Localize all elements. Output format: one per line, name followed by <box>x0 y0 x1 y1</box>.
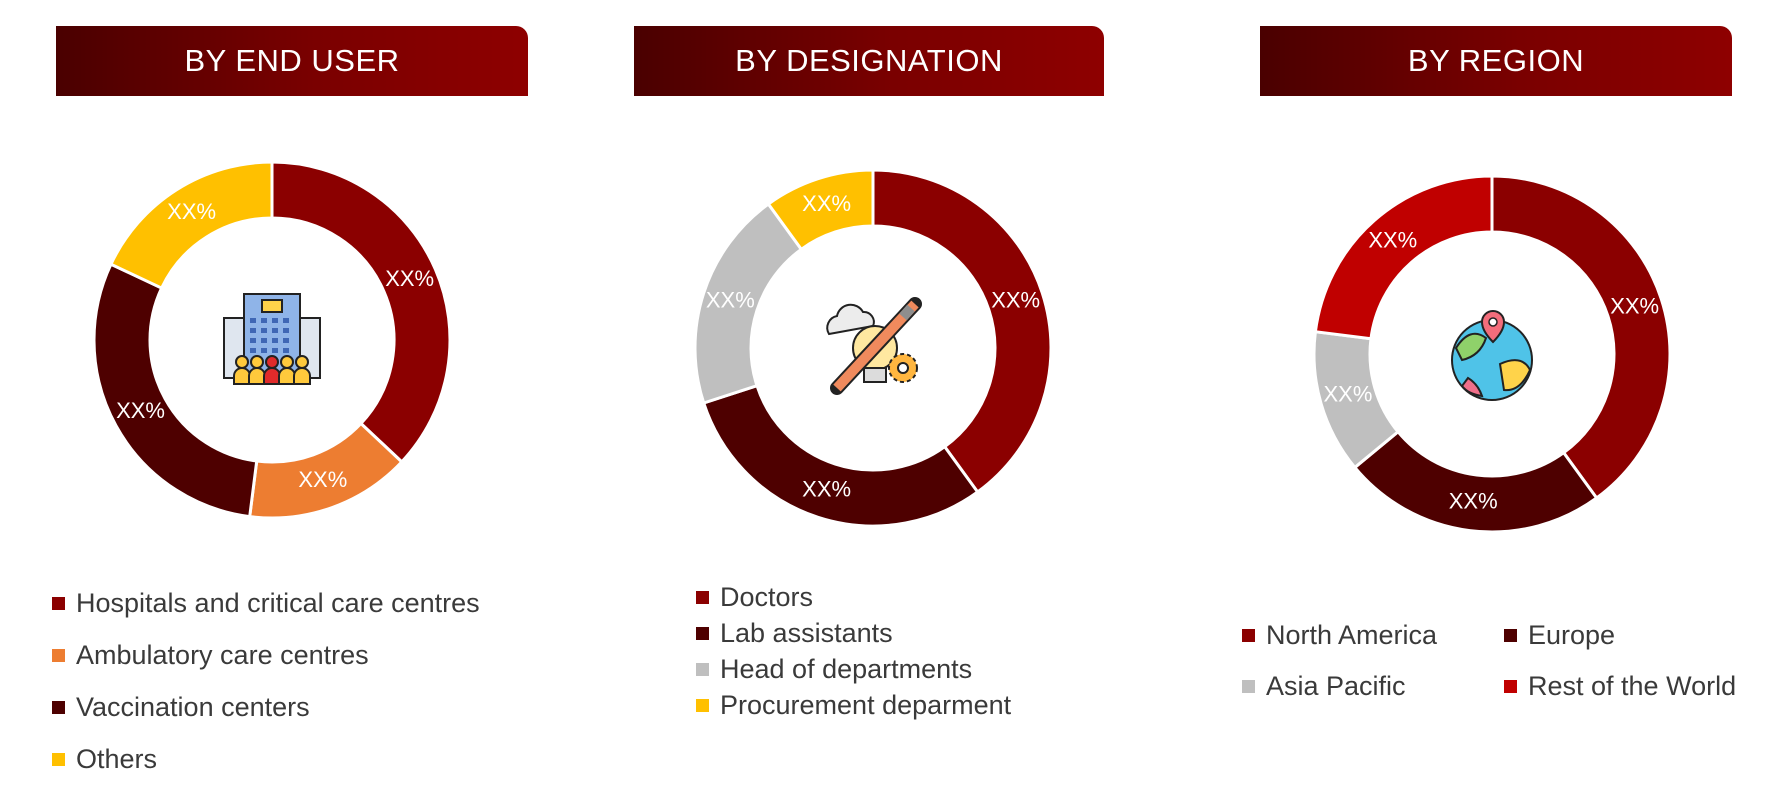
legend-label: Rest of the World <box>1528 671 1737 701</box>
end-user-title: BY END USER <box>56 26 528 96</box>
slice-label-procurement-deparment: XX% <box>802 191 851 216</box>
legend-item-ambulatory-care-centres: Ambulatory care centres <box>52 640 369 671</box>
designation-donut: XX% XX% XX% XX% <box>693 168 1053 528</box>
legend-swatch <box>52 597 65 610</box>
legend-label: North America <box>1266 620 1438 650</box>
legend-item-asia-pacific: Asia Pacific <box>1242 671 1406 702</box>
slice-label-ambulatory-care-centres: XX% <box>298 467 347 492</box>
legend-label: Others <box>76 744 158 774</box>
legend-label: Europe <box>1528 620 1616 650</box>
slice-label-rest-of-the-world: XX% <box>1368 227 1417 252</box>
legend-item-lab-assistants: Lab assistants <box>696 618 893 649</box>
legend-item-others: Others <box>52 744 157 775</box>
legend-item-europe: Europe <box>1504 620 1615 651</box>
hospital-building-icon <box>223 293 321 385</box>
legend-label: Procurement deparment <box>720 690 1012 720</box>
region-title: BY REGION <box>1260 26 1732 96</box>
region-panel: BY REGION XX% XX% XX% XX% North America Euro… <box>0 0 1736 786</box>
designation-panel: BY DESIGNATION XX% XX% XX% XX% Doctors Lab a… <box>0 0 1104 786</box>
legend-swatch <box>1504 680 1517 693</box>
creative-idea-icon <box>826 297 922 395</box>
designation-title: BY DESIGNATION <box>634 26 1104 96</box>
legend-item-head-of-departments: Head of departments <box>696 654 972 685</box>
legend-item-rest-of-the-world: Rest of the World <box>1504 671 1736 702</box>
legend-swatch <box>52 753 65 766</box>
donut-slice-north-america <box>1490 174 1672 501</box>
end-user-panel: BY END USER XX% XX% XX% XX% Hospitals and c… <box>0 0 540 786</box>
donut-slice-lab-assistants <box>701 383 980 528</box>
slice-label-north-america: XX% <box>1610 293 1659 318</box>
slice-label-vaccination-centers: XX% <box>116 398 165 423</box>
legend-swatch <box>1242 680 1255 693</box>
donut-slice-rest-of-the-world <box>1313 174 1494 341</box>
legend-item-vaccination-centers: Vaccination centers <box>52 692 310 723</box>
legend-swatch <box>52 649 65 662</box>
legend-label: Head of departments <box>720 654 973 684</box>
legend-swatch <box>696 699 709 712</box>
slice-label-others: XX% <box>167 199 216 224</box>
slice-label-asia-pacific: XX% <box>1323 382 1372 407</box>
legend-swatch <box>696 627 709 640</box>
donut-slice-others <box>108 160 274 291</box>
legend-label: Hospitals and critical care centres <box>76 588 480 618</box>
legend-label: Vaccination centers <box>76 692 310 722</box>
donut-slice-vaccination-centers <box>92 262 259 519</box>
end-user-donut: XX% XX% XX% XX% <box>92 160 452 520</box>
legend-item-north-america: North America <box>1242 620 1437 651</box>
donut-slice-doctors <box>871 168 1053 495</box>
legend-swatch <box>696 591 709 604</box>
legend-swatch <box>52 701 65 714</box>
slice-label-doctors: XX% <box>991 287 1040 312</box>
slice-label-lab-assistants: XX% <box>802 476 851 501</box>
donut-slice-hospitals-and-critical-care-centres <box>270 160 452 464</box>
legend-label: Ambulatory care centres <box>76 640 369 670</box>
legend-item-doctors: Doctors <box>696 582 813 613</box>
donut-slice-europe <box>1352 429 1599 534</box>
slice-label-head-of-departments: XX% <box>706 287 755 312</box>
legend-label: Doctors <box>720 582 814 612</box>
legend-item-hospitals-and-critical-care-centres: Hospitals and critical care centres <box>52 588 480 619</box>
legend-swatch <box>1242 629 1255 642</box>
slice-label-hospitals-and-critical-care-centres: XX% <box>385 266 434 291</box>
legend-swatch <box>1504 629 1517 642</box>
legend-label: Asia Pacific <box>1266 671 1406 701</box>
globe-location-icon <box>1451 310 1533 401</box>
legend-item-procurement-deparment: Procurement deparment <box>696 690 1011 721</box>
slice-label-europe: XX% <box>1449 489 1498 514</box>
legend-label: Lab assistants <box>720 618 893 648</box>
donut-slice-procurement-deparment <box>766 168 875 252</box>
region-donut: XX% XX% XX% XX% <box>1312 174 1672 534</box>
legend-swatch <box>696 663 709 676</box>
